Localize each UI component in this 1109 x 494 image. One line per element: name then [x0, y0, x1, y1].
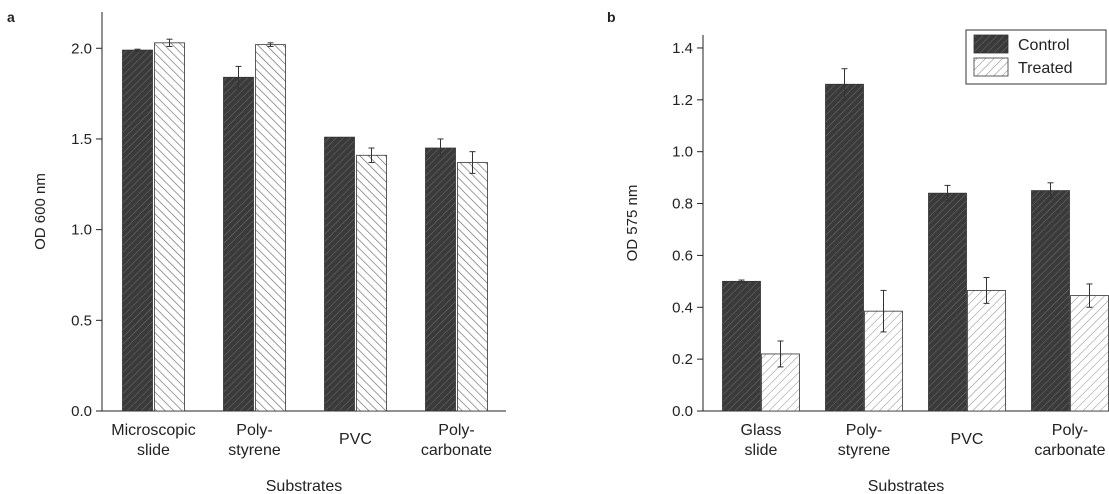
legend-label: Treated — [1018, 60, 1073, 77]
y-tick-label: 1.5 — [71, 131, 92, 148]
x-tick-label: PVC — [339, 431, 372, 448]
x-tick-label: Poly- — [438, 422, 474, 439]
bar-control — [324, 136, 355, 412]
bar-control — [825, 83, 864, 412]
y-tick-label: 0.0 — [71, 403, 92, 420]
y-tick-label: 0.0 — [672, 403, 693, 420]
x-tick-label: styrene — [838, 442, 891, 459]
legend-swatch — [973, 34, 1009, 54]
x-tick-label: slide — [137, 442, 170, 459]
x-tick-label: styrene — [228, 442, 281, 459]
bar-treated — [1070, 295, 1109, 412]
x-tick-label: Poly- — [846, 422, 882, 439]
x-axis-label: Substrates — [266, 478, 342, 494]
legend-swatch — [973, 57, 1009, 77]
bar-control — [122, 49, 153, 412]
x-tick-label: Poly- — [1052, 422, 1088, 439]
y-tick-label: 1.4 — [672, 40, 693, 57]
bar-treated — [255, 44, 286, 412]
bar-treated — [356, 154, 387, 412]
x-tick-label: Poly- — [236, 422, 272, 439]
y-tick-label: 2.0 — [71, 40, 92, 57]
bar-control — [928, 192, 967, 412]
y-tick-label: 1.0 — [672, 144, 693, 161]
x-tick-label: slide — [745, 442, 778, 459]
y-tick-label: 0.4 — [672, 299, 693, 316]
bar-treated — [457, 162, 488, 412]
x-tick-label: Microscopic — [111, 422, 195, 439]
x-tick-label: carbonate — [1034, 442, 1105, 459]
y-axis-label: OD 575 nm — [624, 185, 641, 262]
y-tick-label: 1.0 — [71, 222, 92, 239]
y-axis-label: OD 600 nm — [32, 173, 49, 250]
x-axis-label: Substrates — [868, 478, 944, 494]
bar-treated — [967, 290, 1006, 412]
y-tick-label: 0.2 — [672, 351, 693, 368]
legend-label: Control — [1018, 37, 1070, 54]
y-tick-label: 0.8 — [672, 196, 693, 213]
bar-control — [1031, 190, 1070, 412]
x-tick-label: Glass — [741, 422, 782, 439]
y-tick-label: 0.6 — [672, 247, 693, 264]
panel-b: b 0.0 0.2 0.4 0.6 0.8 1.0 1.2 1.4 OD 575 nm Glass s… — [607, 9, 1109, 494]
panel-label: a — [7, 9, 15, 25]
x-tick-label: carbonate — [421, 442, 492, 459]
y-tick-label: 0.5 — [71, 312, 92, 329]
bar-control — [425, 147, 456, 412]
bar-control — [223, 76, 254, 412]
bar-treated — [154, 42, 185, 412]
x-tick-label: PVC — [951, 431, 984, 448]
bar-control — [722, 280, 761, 412]
panel-a: a 0.0 0.5 1.0 1.5 2.0 OD 600 nm Microscopic slid… — [7, 9, 506, 494]
y-tick-label: 1.2 — [672, 92, 693, 109]
panel-label: b — [607, 9, 616, 25]
